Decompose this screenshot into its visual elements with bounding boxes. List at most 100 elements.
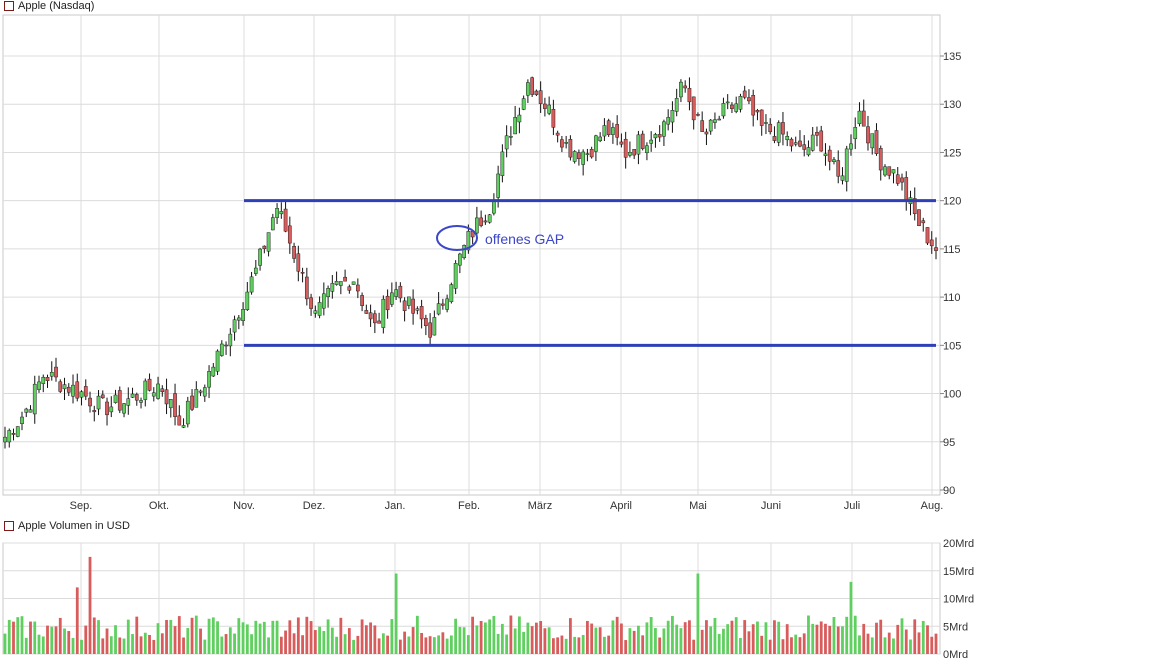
candle-body xyxy=(3,436,7,443)
price-chart-legend: Apple (Nasdaq) xyxy=(4,0,94,12)
volume-bar xyxy=(509,615,513,654)
candle-body xyxy=(436,303,441,315)
volume-bar xyxy=(913,619,917,654)
candle-body xyxy=(177,415,182,426)
volume-bar xyxy=(182,637,185,654)
volume-bar xyxy=(488,619,492,654)
price-x-tick-label: Okt. xyxy=(149,500,169,512)
candle-body xyxy=(49,372,54,377)
volume-bar xyxy=(301,635,304,654)
candle-body xyxy=(458,253,462,266)
candle-body xyxy=(534,90,539,95)
volume-bar xyxy=(114,625,117,654)
volume-bar xyxy=(369,622,372,654)
volume-bar xyxy=(292,633,296,654)
volume-bar xyxy=(199,628,202,654)
volume-bar xyxy=(479,620,483,654)
candle-body xyxy=(147,378,152,391)
candle-body xyxy=(895,174,900,184)
candle-body xyxy=(156,383,160,399)
volume-bar xyxy=(458,626,462,654)
candle-body xyxy=(555,132,560,136)
volume-legend-label: Apple Volumen in USD xyxy=(18,520,130,532)
candle-body xyxy=(708,119,713,132)
volume-y-tick-label: 15Mrd xyxy=(943,566,974,578)
volume-bar xyxy=(717,633,721,654)
candle-body xyxy=(415,308,420,311)
candle-body xyxy=(606,120,611,135)
volume-bar xyxy=(173,626,177,654)
volume-bar xyxy=(398,639,402,654)
candle-body xyxy=(62,384,67,390)
candle-body xyxy=(24,408,29,413)
candle-body xyxy=(691,96,696,121)
volume-bar xyxy=(747,631,751,654)
candle-body xyxy=(734,103,739,112)
candle-body xyxy=(717,118,722,121)
candle-body xyxy=(781,122,785,135)
volume-bar xyxy=(12,621,15,654)
volume-bar xyxy=(75,587,79,654)
volume-bar xyxy=(930,636,934,654)
volume-bar xyxy=(279,636,283,654)
candle-body xyxy=(823,153,828,156)
candle-body xyxy=(326,288,330,297)
volume-bar xyxy=(760,635,764,654)
volume-bar xyxy=(63,628,66,654)
candle-body xyxy=(100,394,105,399)
volume-bar xyxy=(80,639,83,654)
candle-body xyxy=(287,225,292,244)
candle-body xyxy=(874,130,879,154)
volume-bar xyxy=(152,639,156,654)
volume-y-tick-label: 0Mrd xyxy=(943,649,968,661)
candle-body xyxy=(96,395,101,410)
volume-bar xyxy=(887,632,891,654)
candle-body xyxy=(381,298,386,328)
volume-bar xyxy=(892,638,895,654)
candle-body xyxy=(338,281,343,286)
volume-bar xyxy=(109,636,113,654)
candle-body xyxy=(487,214,492,223)
candle-body xyxy=(211,366,216,377)
price-x-tick-label: Jan. xyxy=(385,500,406,512)
volume-bar xyxy=(513,628,517,654)
candle-body xyxy=(20,416,24,424)
candle-body xyxy=(687,88,692,103)
volume-bar xyxy=(790,637,793,654)
candle-body xyxy=(806,147,811,156)
volume-bar xyxy=(466,635,470,654)
volume-bar xyxy=(67,631,71,654)
volume-y-tick-label: 10Mrd xyxy=(943,594,974,606)
candle-body xyxy=(713,119,717,123)
candle-body xyxy=(419,306,424,320)
candle-body xyxy=(649,139,654,144)
candle-body xyxy=(530,77,534,95)
candle-body xyxy=(441,303,445,306)
price-legend-label: Apple (Nasdaq) xyxy=(18,0,95,12)
volume-bar xyxy=(675,624,679,654)
candle-body xyxy=(45,377,50,381)
volume-bar xyxy=(322,630,326,654)
volume-bar xyxy=(764,622,768,654)
candle-body xyxy=(500,151,505,176)
candle-body xyxy=(577,152,581,160)
candle-body xyxy=(853,127,858,140)
candle-body xyxy=(11,433,16,435)
candle-body xyxy=(304,276,309,300)
candle-body xyxy=(130,393,135,398)
candle-body xyxy=(181,425,186,428)
candle-body xyxy=(645,145,649,154)
candle-body xyxy=(598,136,603,142)
price-legend-swatch xyxy=(4,1,14,11)
volume-bar xyxy=(347,628,351,654)
volume-bar xyxy=(54,626,58,654)
volume-bar xyxy=(394,573,398,654)
candle-body xyxy=(521,98,526,110)
volume-bar xyxy=(7,619,11,654)
candle-body xyxy=(194,389,199,408)
volume-bar xyxy=(900,618,904,654)
candle-body xyxy=(543,103,547,109)
candle-body xyxy=(377,320,381,324)
candle-body xyxy=(492,200,496,214)
volume-bar xyxy=(33,621,37,654)
